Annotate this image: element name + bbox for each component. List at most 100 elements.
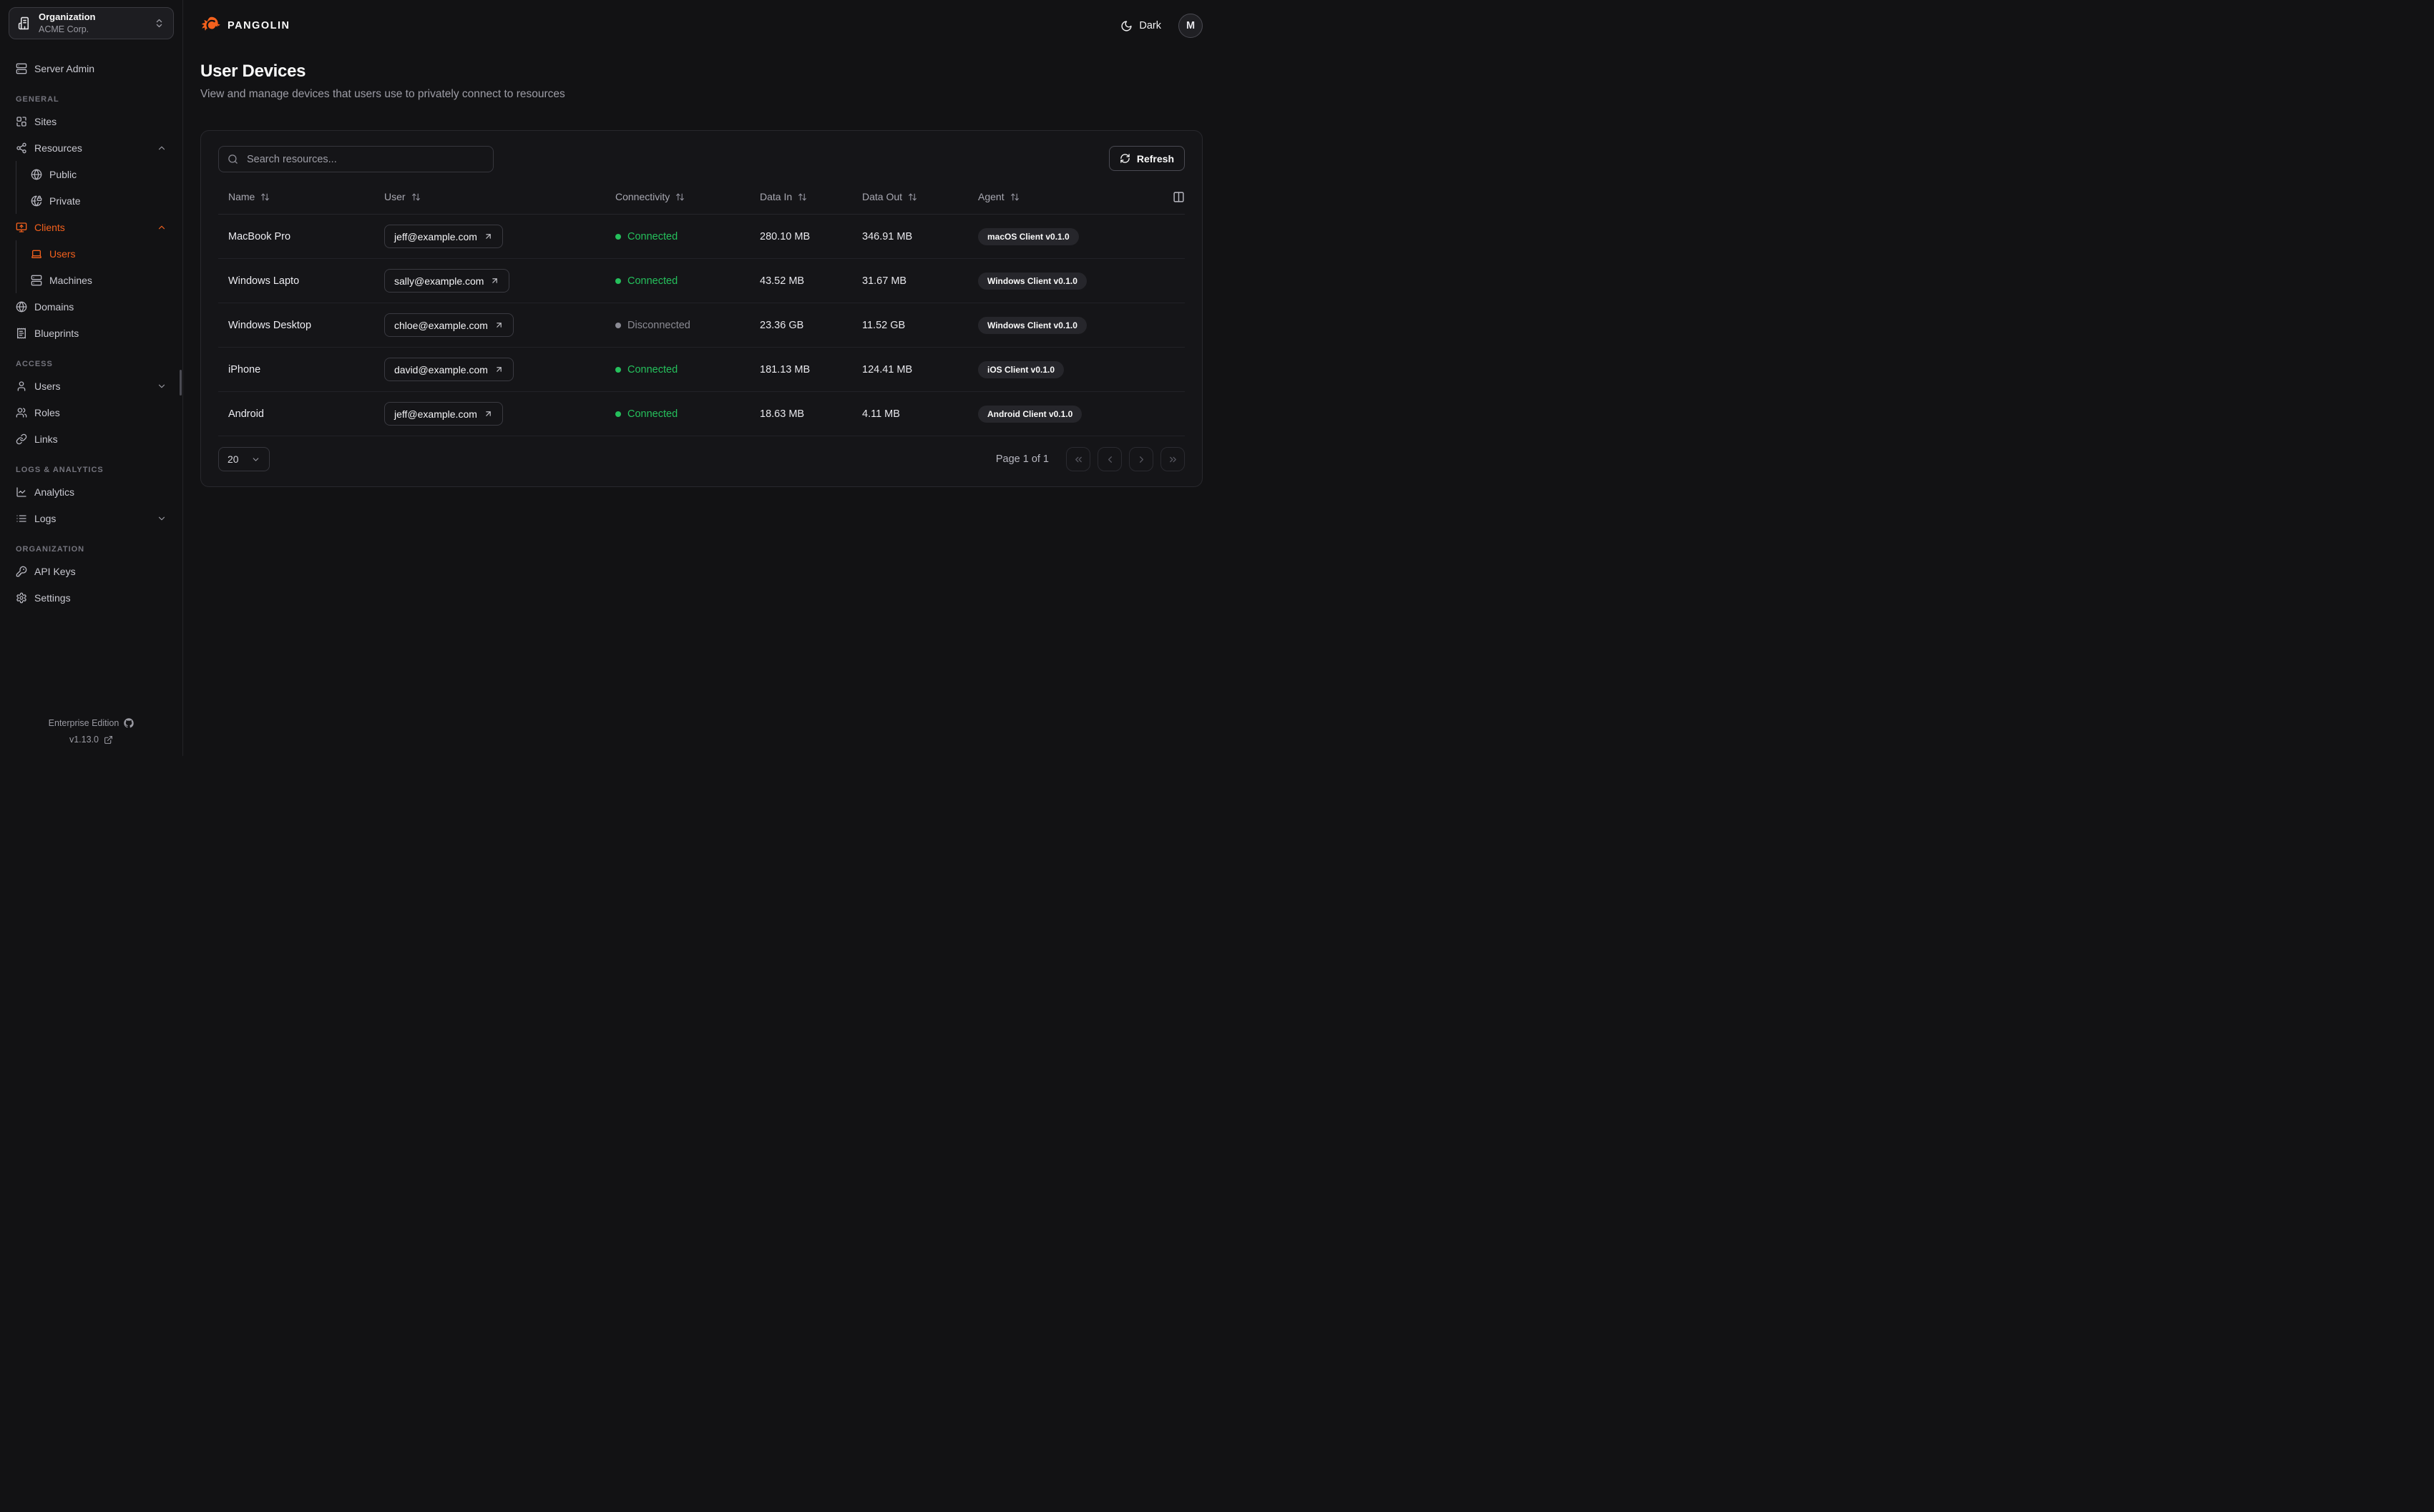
user-link-button[interactable]: sally@example.com <box>384 269 510 293</box>
sidebar-item-api-keys[interactable]: API Keys <box>9 558 174 584</box>
sidebar-item-machines[interactable]: Machines <box>16 267 174 293</box>
server-icon <box>16 63 27 74</box>
github-icon <box>124 718 135 728</box>
sidebar-item-private[interactable]: Private <box>16 187 174 214</box>
avatar[interactable]: M <box>1178 14 1203 38</box>
data-out-value: 31.67 MB <box>862 275 907 287</box>
org-selector[interactable]: Organization ACME Corp. <box>9 7 174 39</box>
external-link-icon <box>104 735 113 745</box>
sidebar-item-resources[interactable]: Resources <box>9 134 174 161</box>
brand[interactable]: PANGOLIN <box>200 16 290 36</box>
sidebar-item-client-users[interactable]: Users <box>16 240 174 267</box>
page-subtitle: View and manage devices that users use t… <box>200 88 565 100</box>
column-header-data-out[interactable]: Data Out <box>862 191 978 202</box>
connectivity-status: Connected <box>615 275 760 287</box>
pager-buttons <box>1066 447 1185 471</box>
org-label: Organization <box>39 11 96 22</box>
data-out-value: 346.91 MB <box>862 230 913 242</box>
card-footer: 20 Page 1 of 1 <box>218 436 1185 486</box>
first-page-button[interactable] <box>1066 447 1090 471</box>
brand-wordmark: PANGOLIN <box>228 20 290 31</box>
topbar: PANGOLIN Dark M <box>183 0 1217 51</box>
refresh-button[interactable]: Refresh <box>1108 146 1185 171</box>
arrow-up-right-icon <box>484 409 493 418</box>
version-link[interactable]: v1.13.0 <box>9 735 174 745</box>
device-name: Windows Desktop <box>228 319 312 331</box>
chart-line-icon <box>16 486 27 498</box>
device-name: MacBook Pro <box>228 230 291 242</box>
column-visibility-icon[interactable] <box>1173 191 1185 203</box>
status-dot <box>615 366 621 373</box>
globe-icon <box>16 301 27 313</box>
agent-badge: Windows Client v0.1.0 <box>978 316 1087 334</box>
user-link-button[interactable]: jeff@example.com <box>384 402 503 426</box>
sidebar-item-links[interactable]: Links <box>9 426 174 452</box>
edition-link[interactable]: Enterprise Edition <box>9 718 174 728</box>
card-toolbar: Refresh <box>218 131 1185 180</box>
arrow-up-right-icon <box>494 365 504 374</box>
data-out-value: 124.41 MB <box>862 363 913 375</box>
page-title: User Devices <box>200 62 306 81</box>
app-window: Organization ACME Corp. Server Admin GEN… <box>0 0 1217 756</box>
list-icon <box>16 513 27 524</box>
user-link-button[interactable]: jeff@example.com <box>384 225 503 248</box>
sidebar-item-public[interactable]: Public <box>16 161 174 187</box>
sidebar-item-blueprints[interactable]: Blueprints <box>9 320 174 346</box>
last-page-button[interactable] <box>1160 447 1185 471</box>
arrow-up-right-icon <box>490 276 499 285</box>
status-dot <box>615 233 621 240</box>
sidebar-item-roles[interactable]: Roles <box>9 399 174 426</box>
laptop-icon <box>31 248 42 260</box>
column-header-user[interactable]: User <box>384 191 615 202</box>
sidebar-scrollbar[interactable] <box>180 370 182 396</box>
column-header-data-in[interactable]: Data In <box>760 191 862 202</box>
table-header-row: Name User Connectivity Data In <box>218 180 1185 215</box>
globe-icon <box>31 169 42 180</box>
sites-icon <box>16 116 27 127</box>
theme-toggle[interactable]: Dark <box>1120 20 1161 32</box>
agent-badge: macOS Client v0.1.0 <box>978 227 1079 245</box>
chevron-down-icon <box>157 514 167 524</box>
status-dot <box>615 278 621 284</box>
sidebar-item-domains[interactable]: Domains <box>9 293 174 320</box>
sidebar-item-users[interactable]: Users <box>9 373 174 399</box>
section-label-general: GENERAL <box>16 95 59 104</box>
sidebar-item-clients[interactable]: Clients <box>9 214 174 240</box>
chevron-up-icon <box>157 222 167 232</box>
sort-icon <box>260 192 270 202</box>
sidebar-item-logs[interactable]: Logs <box>9 505 174 531</box>
resources-icon <box>16 142 27 154</box>
data-in-value: 18.63 MB <box>760 408 805 420</box>
page-info: Page 1 of 1 <box>995 453 1049 465</box>
chevrons-left-icon <box>1073 454 1084 465</box>
connectivity-status: Connected <box>615 231 760 242</box>
building-icon <box>18 16 31 30</box>
column-header-agent[interactable]: Agent <box>978 191 1163 202</box>
devices-card: Refresh Name User Connectivity <box>200 130 1203 487</box>
section-label-access: ACCESS <box>16 360 53 368</box>
arrow-up-right-icon <box>494 320 504 330</box>
page-size-select[interactable]: 20 <box>218 447 270 471</box>
next-page-button[interactable] <box>1129 447 1153 471</box>
sidebar-item-sites[interactable]: Sites <box>9 108 174 134</box>
sidebar-footer: Enterprise Edition v1.13.0 <box>9 712 174 747</box>
server-icon <box>31 275 42 286</box>
sidebar-item-settings[interactable]: Settings <box>9 584 174 611</box>
agent-badge: Windows Client v0.1.0 <box>978 272 1087 290</box>
refresh-icon <box>1120 153 1130 164</box>
column-header-name[interactable]: Name <box>218 191 384 202</box>
data-in-value: 43.52 MB <box>760 275 805 287</box>
sidebar-item-analytics[interactable]: Analytics <box>9 478 174 505</box>
search-input[interactable] <box>245 152 484 166</box>
user-link-button[interactable]: chloe@example.com <box>384 313 514 337</box>
previous-page-button[interactable] <box>1098 447 1122 471</box>
chevrons-right-icon <box>1168 454 1178 465</box>
clients-sub-list: Users Machines <box>16 240 174 293</box>
section-label-organization: ORGANIZATION <box>16 545 85 554</box>
sidebar-item-server-admin[interactable]: Server Admin <box>9 55 174 82</box>
user-link-button[interactable]: david@example.com <box>384 358 514 381</box>
table-row: Android jeff@example.com Connected 18.63… <box>218 392 1185 436</box>
user-icon <box>16 381 27 392</box>
table-row: iPhone david@example.com Connected 181.1… <box>218 348 1185 392</box>
column-header-connectivity[interactable]: Connectivity <box>615 191 760 202</box>
